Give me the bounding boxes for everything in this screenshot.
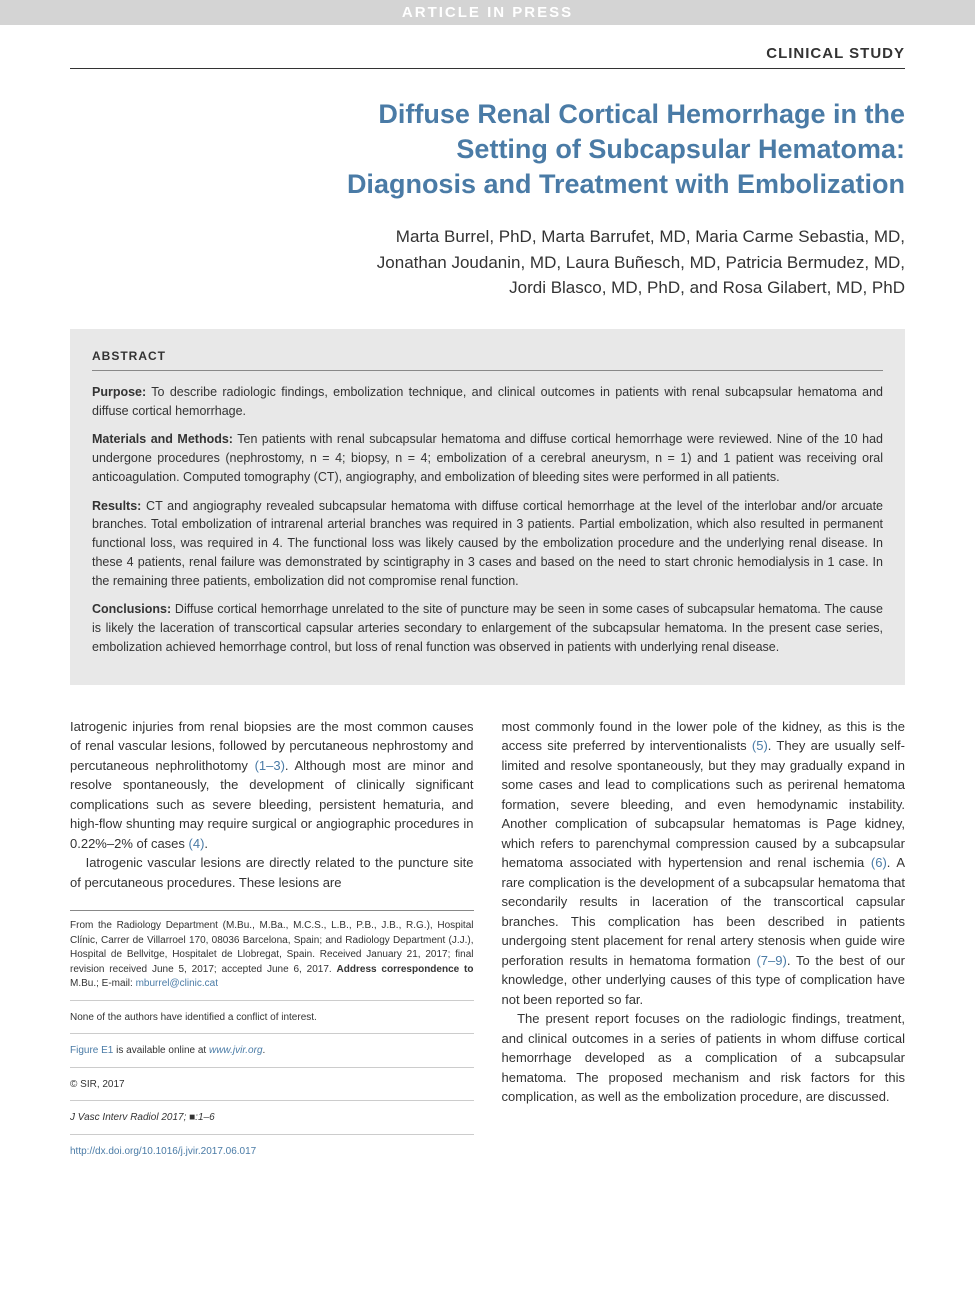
correspondence-email[interactable]: mburrel@clinic.cat	[136, 978, 218, 989]
abstract-methods: Materials and Methods: Ten patients with…	[92, 430, 883, 486]
figure-e1-label[interactable]: Figure E1	[70, 1045, 113, 1056]
title-line-1: Diffuse Renal Cortical Hemorrhage in the	[378, 99, 905, 129]
intro-para-1: Iatrogenic injuries from renal biopsies …	[70, 717, 474, 854]
abstract-heading: ABSTRACT	[92, 347, 883, 371]
right-column: most commonly found in the lower pole of…	[502, 717, 906, 1170]
right-text-1c: . A rare complication is the development…	[502, 855, 906, 968]
intro-text-1c: .	[204, 836, 208, 851]
ref-link-7-9[interactable]: (7–9)	[756, 953, 786, 968]
abstract-purpose-text: To describe radiologic findings, emboliz…	[92, 385, 883, 418]
abstract-conclusions-label: Conclusions:	[92, 602, 171, 616]
abstract-box: ABSTRACT Purpose: To describe radiologic…	[70, 329, 905, 685]
authors-line-2: Jonathan Joudanin, MD, Laura Buñesch, MD…	[377, 253, 905, 272]
figure-note-dot: .	[263, 1045, 266, 1056]
ref-link-6[interactable]: (6)	[871, 855, 887, 870]
body-two-column: Iatrogenic injuries from renal biopsies …	[70, 717, 905, 1170]
supplementary-figure-note: Figure E1 is available online at www.jvi…	[70, 1044, 474, 1068]
intro-para-2: Iatrogenic vascular lesions are directly…	[70, 853, 474, 892]
journal-citation: J Vasc Interv Radiol 2017; ■:1–6	[70, 1111, 474, 1135]
authors-line-1: Marta Burrel, PhD, Marta Barrufet, MD, M…	[396, 227, 905, 246]
intro-para-1-continued: most commonly found in the lower pole of…	[502, 717, 906, 1010]
ref-link-1-3[interactable]: (1–3)	[255, 758, 285, 773]
ref-link-4[interactable]: (4)	[189, 836, 205, 851]
abstract-purpose: Purpose: To describe radiologic findings…	[92, 383, 883, 421]
address-who: M.Bu.; E-mail:	[70, 978, 136, 989]
abstract-conclusions-text: Diffuse cortical hemorrhage unrelated to…	[92, 602, 883, 654]
authors-line-3: Jordi Blasco, MD, PhD, and Rosa Gilabert…	[509, 278, 905, 297]
abstract-purpose-label: Purpose:	[92, 385, 146, 399]
intro-para-3: The present report focuses on the radiol…	[502, 1009, 906, 1107]
article-in-press-banner: ARTICLE IN PRESS	[0, 0, 975, 25]
doi-url[interactable]: http://dx.doi.org/10.1016/j.jvir.2017.06…	[70, 1146, 256, 1157]
citation-text: J Vasc Interv Radiol 2017; ■:1–6	[70, 1112, 215, 1123]
author-list: Marta Burrel, PhD, Marta Barrufet, MD, M…	[70, 224, 905, 301]
title-line-3: Diagnosis and Treatment with Embolizatio…	[347, 169, 905, 199]
page-content: CLINICAL STUDY Diffuse Renal Cortical He…	[0, 45, 975, 1169]
left-column: Iatrogenic injuries from renal biopsies …	[70, 717, 474, 1170]
section-label: CLINICAL STUDY	[70, 45, 905, 69]
abstract-results: Results: CT and angiography revealed sub…	[92, 497, 883, 591]
conflict-of-interest: None of the authors have identified a co…	[70, 1011, 474, 1035]
jvir-url[interactable]: www.jvir.org	[209, 1045, 263, 1056]
abstract-results-label: Results:	[92, 499, 141, 513]
abstract-methods-label: Materials and Methods:	[92, 432, 233, 446]
ref-link-5[interactable]: (5)	[752, 738, 768, 753]
abstract-results-text: CT and angiography revealed subcapsular …	[92, 499, 883, 588]
right-text-1b: . They are usually self-limited and reso…	[502, 738, 906, 870]
title-line-2: Setting of Subcapsular Hematoma:	[456, 134, 905, 164]
abstract-conclusions: Conclusions: Diffuse cortical hemorrhage…	[92, 600, 883, 656]
footnotes: From the Radiology Department (M.Bu., M.…	[70, 910, 474, 1159]
copyright-line: © SIR, 2017	[70, 1078, 474, 1102]
figure-note-text: is available online at	[113, 1045, 209, 1056]
doi-link[interactable]: http://dx.doi.org/10.1016/j.jvir.2017.06…	[70, 1145, 474, 1160]
address-correspondence-label: Address correspondence to	[337, 964, 474, 975]
article-title: Diffuse Renal Cortical Hemorrhage in the…	[70, 97, 905, 202]
affiliation-block: From the Radiology Department (M.Bu., M.…	[70, 919, 474, 1001]
